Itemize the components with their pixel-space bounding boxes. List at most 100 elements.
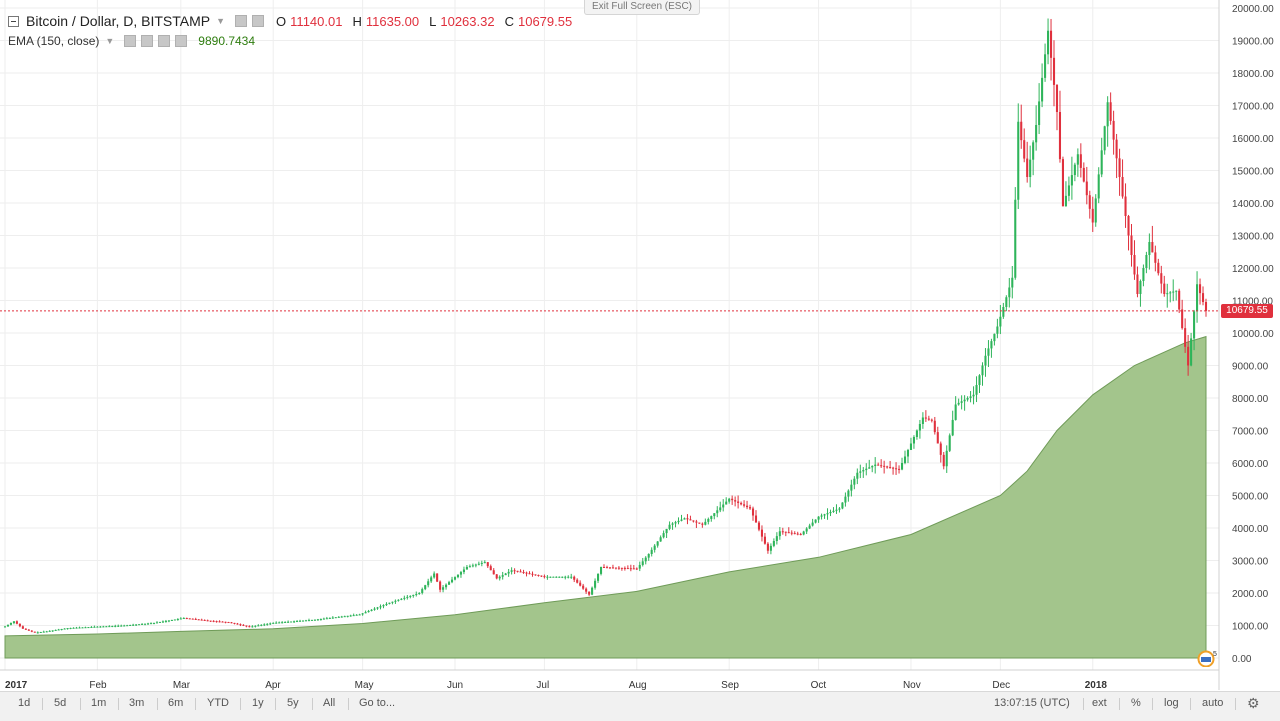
range-ytd[interactable]: YTD [207,697,229,709]
hide-icon[interactable] [252,15,265,27]
candle-body [1023,140,1026,159]
candle-body [57,629,60,631]
candle-body [135,624,138,626]
candle-body [1193,311,1196,339]
tradingview-badge-icon[interactable]: 5 [1196,649,1218,667]
candle-body [924,417,927,419]
candle-body [903,456,907,463]
range-5y[interactable]: 5y [287,697,299,709]
low-label: L [429,13,437,29]
candle-body [939,443,942,455]
candle-body [194,619,197,620]
y-tick-label: 0.00 [1232,654,1252,665]
chevron-down-icon[interactable]: ▼ [216,16,226,26]
y-tick-label: 9000.00 [1232,362,1269,373]
range-1m[interactable]: 1m [91,697,107,709]
candle-body [251,626,254,628]
candle-body [215,621,218,623]
utc-clock[interactable]: 13:07:15 (UTC) [994,697,1070,709]
candle-body [188,618,191,620]
candle-body [757,522,761,530]
ext-toggle[interactable]: ext [1092,697,1107,709]
candle-body [33,631,36,633]
y-tick-label: 17000.00 [1232,102,1274,113]
candle-body [969,396,972,398]
candle-body [388,602,391,604]
range-6m[interactable]: 6m [168,697,184,709]
goto-date-button[interactable]: Go to... [359,697,396,709]
candle-body [15,621,18,624]
candle-body [632,568,635,570]
chevron-down-icon[interactable]: ▼ [105,36,115,46]
candle-body [218,621,221,623]
range-1d[interactable]: 1d [18,697,31,709]
candle-body [209,620,212,622]
candle-body [540,575,543,577]
candle-body [465,567,468,570]
x-tick-label: Nov [903,680,921,691]
candle-body [418,593,421,594]
candle-body [522,572,525,574]
range-all[interactable]: All [323,697,336,709]
candle-body [1076,154,1079,165]
percent-toggle[interactable]: % [1131,697,1141,709]
y-tick-label: 2000.00 [1232,589,1269,600]
price-candles [3,18,1208,634]
candle-body [793,533,796,535]
candle-body [1115,139,1118,159]
candle-body [1145,255,1148,268]
separator [240,698,241,710]
candle-body [599,567,603,574]
candle-body [597,573,600,581]
candle-body [1157,262,1160,274]
candle-body [1169,292,1172,294]
exit-fullscreen-button[interactable]: Exit Full Screen (ESC) [584,0,700,15]
separator [312,698,313,710]
gear-icon[interactable]: ⚙ [1247,695,1260,711]
candle-body [865,468,868,471]
candle-body [477,563,480,565]
candle-body [185,618,188,620]
candle-body [227,622,230,624]
candle-body [1026,158,1029,177]
y-tick-label: 4000.00 [1232,524,1269,535]
candle-body [987,348,990,356]
candle-body [641,561,644,565]
candle-body [1002,307,1005,317]
candle-body [588,591,591,595]
candle-body [459,572,463,575]
collapse-legend-icon[interactable] [8,15,19,27]
candle-body [862,470,865,472]
candle-body [456,574,460,578]
x-tick-label: Jul [536,680,549,691]
candle-body [734,500,737,502]
add-icon[interactable] [158,35,171,47]
settings-icon[interactable] [235,15,248,27]
close-icon[interactable] [175,35,188,47]
candle-body [605,567,609,569]
help-icon[interactable] [124,35,137,47]
candle-body [266,623,269,625]
range-3m[interactable]: 3m [129,697,145,709]
range-1y[interactable]: 1y [252,697,264,709]
auto-toggle[interactable]: auto [1202,697,1224,709]
candle-body [850,484,853,491]
candle-body [439,581,442,590]
settings-icon[interactable] [141,35,154,47]
symbol-title[interactable]: Bitcoin / Dollar, D, BITSTAMP [26,13,211,29]
candle-body [158,621,162,623]
candle-body [269,623,272,625]
candle-body [346,615,349,617]
range-5d[interactable]: 5d [54,697,67,709]
log-toggle[interactable]: log [1164,697,1179,709]
candle-body [433,573,436,578]
candle-body [984,355,987,366]
candle-body [564,576,567,578]
candle-body [87,627,90,629]
candle-body [617,567,620,569]
candle-body [537,574,540,576]
candle-body [695,521,698,523]
indicator-title[interactable]: EMA (150, close) [8,34,100,48]
candle-body [877,464,880,466]
